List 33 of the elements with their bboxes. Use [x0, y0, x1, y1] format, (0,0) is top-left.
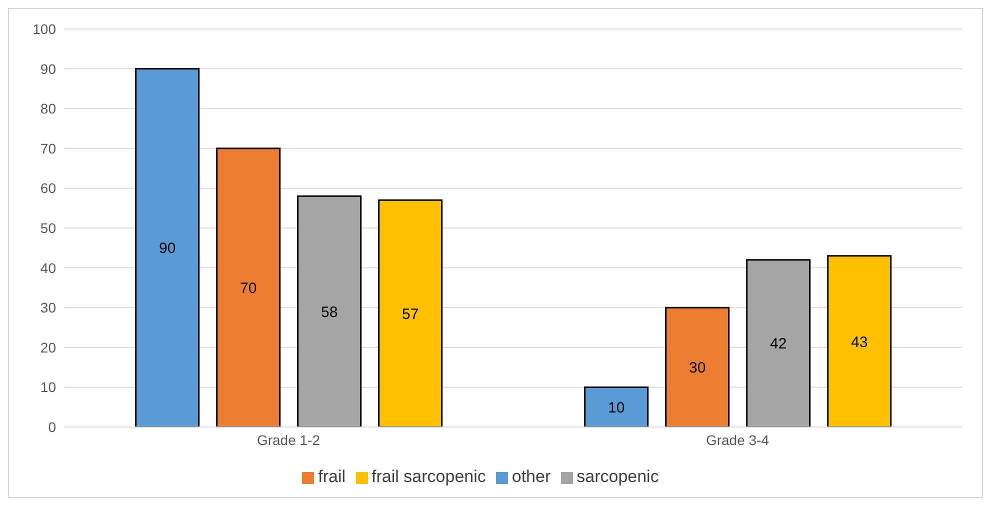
data-label: 57 — [402, 306, 419, 323]
data-label: 43 — [850, 334, 868, 351]
bar — [665, 306, 730, 427]
legend-label: frail — [318, 467, 346, 486]
data-label: 58 — [320, 304, 338, 321]
bar — [584, 386, 649, 427]
bar — [378, 199, 443, 427]
bar — [297, 195, 362, 427]
data-label: 10 — [608, 399, 625, 416]
y-tick-label: 30 — [40, 300, 56, 316]
y-tick-label: 90 — [40, 60, 56, 77]
y-tick-label: 0 — [48, 418, 56, 435]
bar — [746, 259, 811, 427]
y-tick-label: 20 — [40, 339, 56, 356]
bar — [827, 255, 892, 427]
legend-label: other — [512, 467, 551, 486]
data-label: 90 — [158, 240, 176, 258]
data-label: 70 — [240, 280, 257, 298]
legend-label: frail sarcopenic — [372, 467, 486, 486]
x-tick-label: Grade 1-2 — [256, 432, 320, 448]
bar — [135, 68, 200, 427]
bar — [216, 148, 281, 427]
y-tick-label: 100 — [32, 20, 56, 37]
y-tick-label: 40 — [40, 260, 56, 276]
y-tick-label: 80 — [40, 100, 56, 117]
x-tick-label: Grade 3-4 — [706, 432, 770, 448]
y-tick-label: 10 — [40, 379, 56, 396]
data-label: 30 — [688, 360, 706, 377]
y-tick-label: 50 — [40, 220, 56, 236]
y-tick-label: 60 — [40, 180, 56, 196]
legend-label: sarcopenic — [576, 467, 659, 486]
y-tick-label: 70 — [40, 140, 56, 156]
data-label: 42 — [770, 336, 787, 353]
